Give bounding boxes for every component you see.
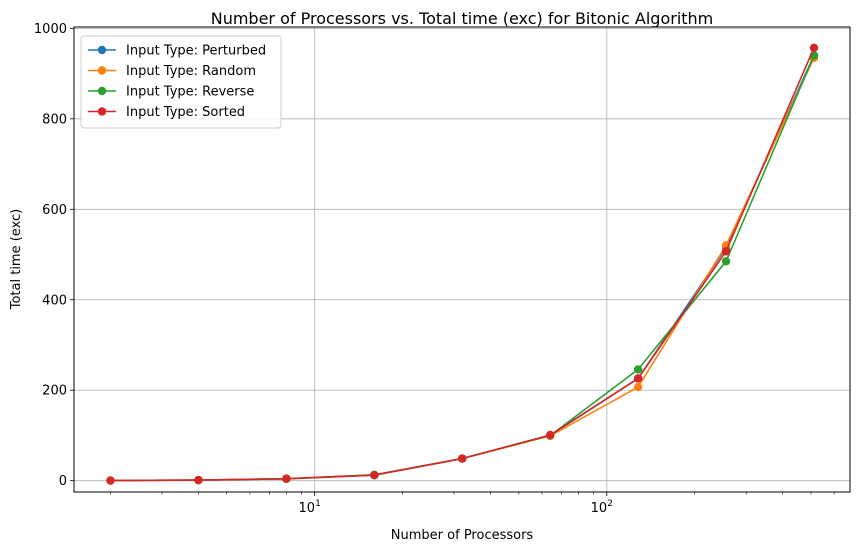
data-point	[106, 476, 115, 485]
legend-box	[80, 35, 282, 129]
data-point	[809, 43, 819, 53]
data-point	[633, 365, 643, 374]
y-tick-label: 400	[42, 293, 67, 308]
data-point	[633, 374, 643, 383]
y-tick-label: 600	[42, 203, 67, 218]
legend-swatch-marker	[97, 86, 107, 96]
data-point	[633, 382, 643, 392]
data-point	[721, 247, 731, 256]
y-tick-label: 800	[42, 112, 67, 127]
legend-entry-label: Input Type: Perturbed	[126, 44, 266, 59]
x-axis-label: Number of Processors	[391, 528, 534, 543]
legend-swatch-marker	[97, 66, 107, 75]
data-point	[721, 257, 731, 266]
data-point	[194, 475, 203, 485]
data-point	[282, 474, 291, 483]
data-point	[370, 470, 379, 480]
legend-swatch-marker	[97, 107, 107, 116]
series-group	[106, 43, 819, 485]
y-tick-label: 200	[42, 384, 67, 399]
legend-entry-label: Input Type: Reverse	[126, 85, 254, 100]
legend-swatch-marker	[97, 45, 107, 55]
legend-entry-label: Input Type: Sorted	[126, 105, 245, 120]
plot-frame	[73, 26, 851, 493]
data-point	[545, 430, 555, 440]
y-tick-label: 0	[59, 474, 67, 489]
y-axis-label: Total time (exc)	[9, 209, 24, 311]
legend-entry-label: Input Type: Random	[126, 64, 256, 79]
y-tick-label: 1000	[34, 22, 67, 37]
data-point	[458, 454, 467, 463]
legend: Input Type: Perturbed Input Type: Random I…	[80, 35, 282, 129]
chart-title: Number of Processors vs. Total time (exc…	[211, 9, 714, 28]
